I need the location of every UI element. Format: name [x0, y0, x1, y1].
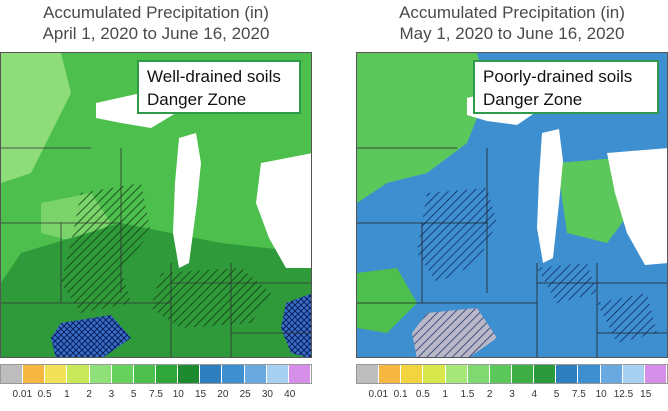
right-legend-tick-label: 0.1: [393, 389, 408, 400]
left-title-line1: Accumulated Precipitation (in): [43, 3, 269, 22]
right-legend-tick-label: 15: [640, 389, 652, 400]
right-legend-tick-label: 0.01: [368, 389, 389, 400]
left-legend-tick-label: 40: [284, 389, 296, 400]
right-callout-line2: Danger Zone: [483, 90, 583, 109]
left-legend-swatch: [222, 365, 245, 383]
right-legend-swatch: [489, 365, 512, 383]
right-legend-swatch: [600, 365, 623, 383]
left-legend-tick-label: 7.5: [149, 389, 163, 400]
right-legend-tick-label: 10: [595, 389, 607, 400]
left-legend-tick-label: 0.01: [12, 389, 33, 400]
right-legend-swatch: [644, 365, 667, 383]
right-legend-swatch: [511, 365, 535, 383]
left-legend-swatch: [133, 365, 156, 383]
right-callout-box: Poorly-drained soils Danger Zone: [473, 60, 659, 114]
right-title-line1: Accumulated Precipitation (in): [399, 3, 625, 22]
left-legend-swatch: [45, 365, 68, 383]
left-legend-swatch: [67, 365, 90, 383]
right-precipitation-map: [356, 52, 668, 358]
right-pale-hatch: [412, 308, 497, 357]
left-map-svg: [1, 53, 311, 357]
left-legend-tick-label: 5: [130, 389, 137, 400]
left-legend-tick-label: 20: [217, 389, 229, 400]
right-legend-tick-label: 7.5: [571, 389, 586, 400]
right-legend-swatch: [423, 365, 446, 383]
left-legend-tick-label: 10: [172, 389, 184, 400]
right-legend-tick-label: 5: [553, 389, 560, 400]
left-callout-box: Well-drained soils Danger Zone: [137, 60, 301, 114]
left-legend-swatch: [23, 365, 46, 383]
left-legend-tick-label: 2: [86, 389, 92, 400]
left-legend-swatch: [89, 365, 112, 383]
right-legend-swatch: [622, 365, 645, 383]
lake-michigan: [173, 133, 201, 268]
left-legend-tick-label: 3: [108, 389, 115, 400]
right-state-borders: [357, 147, 667, 357]
right-title-line2: May 1, 2020 to June 16, 2020: [399, 24, 625, 43]
right-legend-swatch: [556, 365, 579, 383]
left-light-region: [1, 53, 71, 183]
right-legend-tick-label: 3: [509, 389, 515, 400]
right-legend-swatch: [445, 365, 468, 383]
right-legend-swatch: [534, 365, 557, 383]
right-legend-tick-label: 1.5: [460, 389, 475, 400]
right-legend-tick-label: 12.5: [613, 389, 634, 400]
left-legend-swatch: [111, 365, 134, 383]
right-legend-tick-label: 2: [486, 389, 493, 400]
right-hatch-area: [417, 188, 497, 283]
right-legend-swatch: [401, 365, 424, 383]
left-legend-labels: 0.01 0.5 1 2 3 5 7.5 10 15 20 25 30 40: [0, 389, 312, 403]
left-legend-swatch: [200, 365, 223, 383]
right-legend-tick-label: 4: [531, 389, 538, 400]
left-legend-tick-label: 1: [64, 389, 70, 400]
right-lake-huron: [607, 148, 667, 265]
left-legend-color-bar: [0, 364, 312, 384]
left-legend-tick-label: 15: [195, 389, 207, 400]
right-map-svg: [357, 53, 667, 357]
right-green-region: [357, 53, 487, 203]
right-green-region-3: [357, 268, 417, 333]
left-legend-swatch: [266, 365, 289, 383]
left-precipitation-map: [0, 52, 312, 358]
left-cross-area-overlay: [51, 315, 131, 357]
left-callout-line2: Danger Zone: [147, 90, 247, 109]
left-state-borders: [1, 147, 311, 357]
left-legend-swatch: [288, 365, 311, 383]
left-title-line2: April 1, 2020 to June 16, 2020: [42, 24, 270, 43]
right-lake-michigan: [537, 129, 563, 263]
left-legend-swatch: [178, 365, 201, 383]
left-legend-tick-label: 0.5: [37, 389, 52, 400]
right-hatch-area-3: [597, 293, 657, 343]
left-legend-tick-label: 30: [261, 389, 273, 400]
left-hatch-area: [61, 183, 151, 313]
right-legend-tick-label: 0.5: [415, 389, 430, 400]
right-map-panel: Accumulated Precipitation (in) May 1, 20…: [356, 0, 668, 411]
right-legend-labels: 0.01 0.1 0.5 1 1.5 2 3 4 5 7.5 10 12.5 15: [356, 389, 668, 403]
left-callout-line1: Well-drained soils: [147, 67, 281, 86]
right-callout-line1: Poorly-drained soils: [483, 67, 633, 86]
right-legend-swatch: [357, 365, 380, 383]
lake-huron-edge: [256, 153, 311, 268]
right-legend-swatch: [467, 365, 490, 383]
left-legend-swatch: [244, 365, 267, 383]
right-legend-swatch: [379, 365, 402, 383]
right-legend-swatch: [578, 365, 601, 383]
left-cross-area-east-overlay: [281, 293, 311, 357]
right-legend-tick-label: 1: [442, 389, 448, 400]
left-map-panel: Accumulated Precipitation (in) April 1, …: [0, 0, 312, 411]
right-legend-color-bar: [356, 364, 668, 384]
left-legend-tick-label: 25: [239, 389, 251, 400]
left-legend-swatch: [155, 365, 179, 383]
left-legend-swatch: [1, 365, 24, 383]
